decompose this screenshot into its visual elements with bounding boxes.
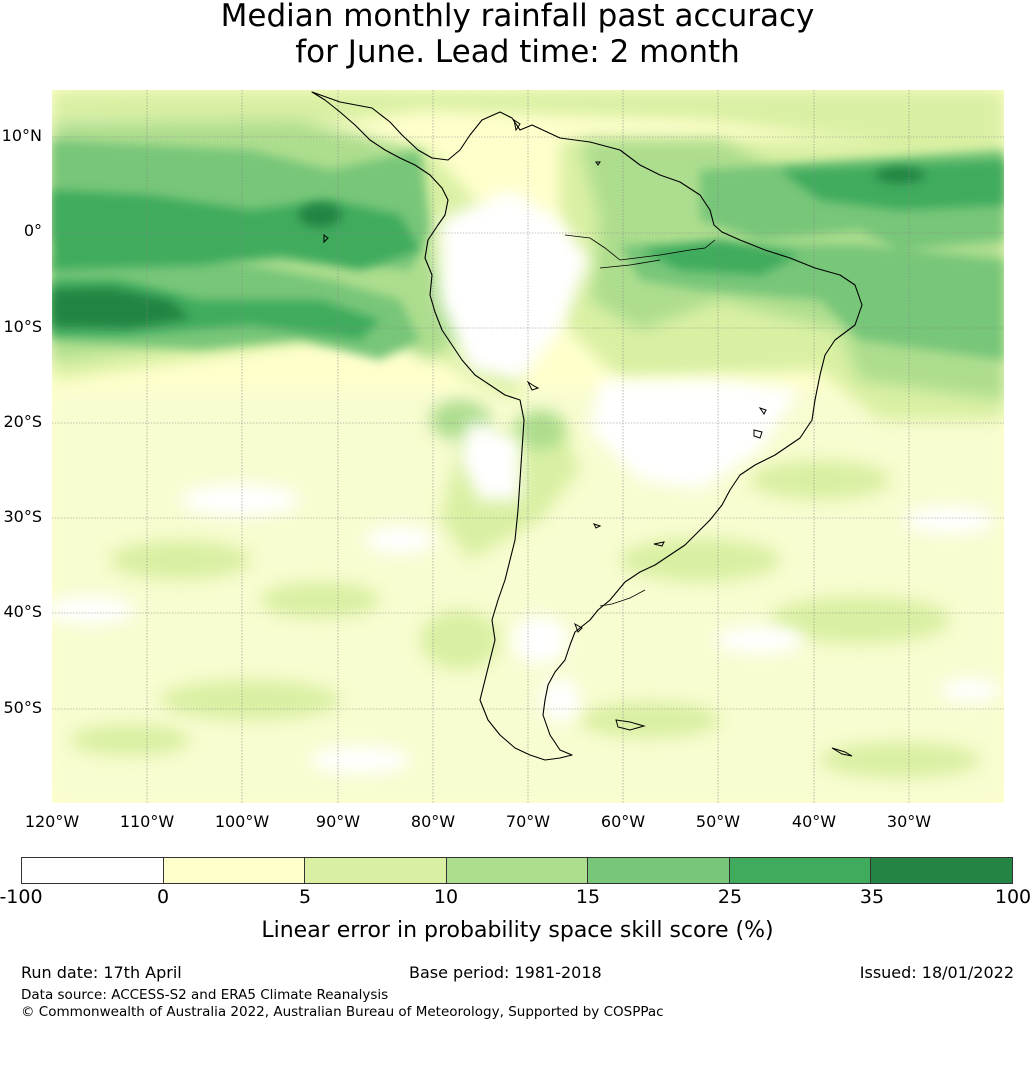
colorbar-tick: 35 (859, 886, 885, 908)
lon-label-110w: 110°W (119, 812, 175, 831)
chart-title: Median monthly rainfall past accuracy fo… (0, 0, 1035, 70)
colorbar-segment (871, 858, 1013, 883)
map-gridlines (52, 90, 1004, 803)
colorbar-segment (729, 858, 872, 883)
colorbar-tick: -100 (0, 886, 43, 908)
skill-score-map (52, 90, 1004, 803)
lat-label-50s: 50°S (3, 698, 42, 717)
colorbar (21, 857, 1013, 884)
lon-label-50w: 50°W (695, 812, 741, 831)
lat-label-20s: 20°S (3, 412, 42, 431)
colorbar-tick: 100 (994, 886, 1032, 908)
lon-label-80w: 80°W (410, 812, 456, 831)
colorbar-segment (588, 858, 730, 883)
lon-label-90w: 90°W (315, 812, 361, 831)
colorbar-label: Linear error in probability space skill … (261, 918, 774, 943)
lat-label-30s: 30°S (3, 507, 42, 526)
colorbar-segment (22, 858, 164, 883)
colorbar-tick: 15 (575, 886, 601, 908)
colorbar-segment (446, 858, 589, 883)
title-line-2: for June. Lead time: 2 month (295, 34, 740, 70)
colorbar-segment (163, 858, 306, 883)
base-period: Base period: 1981-2018 (409, 963, 602, 982)
south-america-coastline (311, 91, 863, 761)
lon-label-60w: 60°W (600, 812, 646, 831)
title-line-1: Median monthly rainfall past accuracy (220, 0, 815, 34)
lat-label-10s: 10°S (3, 317, 42, 336)
islands (323, 118, 853, 757)
colorbar-tick: 25 (717, 886, 743, 908)
lon-label-100w: 100°W (214, 812, 270, 831)
colorbar-tick: 5 (298, 886, 312, 908)
lat-label-0: 0° (23, 221, 42, 240)
lat-label-10n: 10°N (1, 126, 42, 145)
skill-zones-negative (52, 190, 1000, 774)
colorbar-tick: 10 (433, 886, 459, 908)
issued-date: Issued: 18/01/2022 (859, 963, 1014, 982)
colorbar-segment (305, 858, 447, 883)
lon-label-70w: 70°W (505, 812, 551, 831)
copyright: © Commonwealth of Australia 2022, Austra… (21, 1004, 664, 1020)
lat-label-40s: 40°S (3, 602, 42, 621)
lon-label-30w: 30°W (886, 812, 932, 831)
run-date: Run date: 17th April (21, 963, 182, 982)
skill-zones-very-strong (52, 167, 925, 328)
lon-label-120w: 120°W (24, 812, 80, 831)
lon-label-40w: 40°W (791, 812, 837, 831)
rivers (564, 234, 716, 607)
colorbar-tick: 0 (156, 886, 170, 908)
data-source: Data source: ACCESS-S2 and ERA5 Climate … (21, 987, 389, 1003)
